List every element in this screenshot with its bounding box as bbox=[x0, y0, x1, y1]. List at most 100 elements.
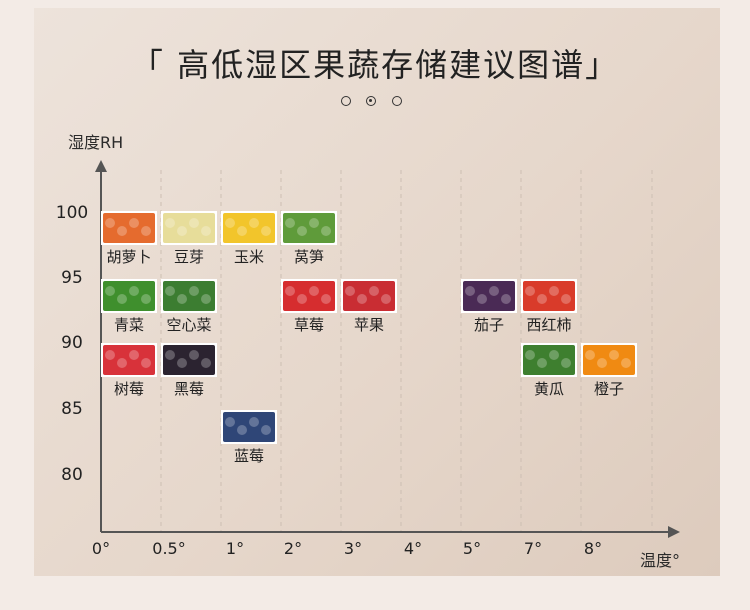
produce-tile bbox=[583, 345, 635, 375]
y-tick-label: 85 bbox=[61, 399, 83, 419]
produce-highlight bbox=[249, 417, 259, 427]
produce-highlight bbox=[177, 294, 187, 304]
produce-highlight bbox=[129, 218, 139, 228]
produce-highlight bbox=[117, 226, 127, 236]
produce-highlight bbox=[225, 218, 235, 228]
produce-highlight bbox=[261, 425, 271, 435]
produce-label: 茄子 bbox=[474, 316, 504, 334]
produce-highlight bbox=[141, 358, 151, 368]
produce-tile bbox=[523, 345, 575, 375]
produce-label: 豆芽 bbox=[174, 248, 204, 266]
produce-highlight bbox=[465, 286, 475, 296]
x-tick-label: 0.5° bbox=[152, 539, 185, 558]
produce-highlight bbox=[105, 218, 115, 228]
x-axis-arrow bbox=[668, 526, 680, 538]
produce-highlight bbox=[297, 226, 307, 236]
produce-highlight bbox=[321, 294, 331, 304]
produce-highlight bbox=[249, 218, 259, 228]
x-tick-label: 0° bbox=[92, 539, 110, 558]
x-tick-label: 1° bbox=[226, 539, 244, 558]
produce-highlight bbox=[609, 350, 619, 360]
pager-dot-3[interactable] bbox=[392, 96, 402, 106]
produce-highlight bbox=[165, 218, 175, 228]
y-tick-label: 80 bbox=[61, 465, 83, 485]
produce-label: 草莓 bbox=[294, 316, 324, 334]
page-title: 「 高低湿区果蔬存储建议图谱」 bbox=[130, 46, 620, 84]
produce-tile bbox=[463, 281, 515, 311]
produce-highlight bbox=[585, 350, 595, 360]
y-tick-label: 90 bbox=[61, 333, 83, 353]
produce-highlight bbox=[165, 286, 175, 296]
produce-highlight bbox=[309, 286, 319, 296]
produce-highlight bbox=[285, 218, 295, 228]
produce-highlight bbox=[201, 294, 211, 304]
produce-highlight bbox=[237, 226, 247, 236]
x-tick-label: 2° bbox=[284, 539, 302, 558]
produce-highlight bbox=[237, 425, 247, 435]
produce-label: 蓝莓 bbox=[234, 447, 264, 465]
x-tick-label: 7° bbox=[524, 539, 542, 558]
produce-highlight bbox=[129, 350, 139, 360]
produce-highlight bbox=[621, 358, 631, 368]
produce-tile bbox=[163, 281, 215, 311]
produce-tile bbox=[223, 412, 275, 442]
produce-highlight bbox=[357, 294, 367, 304]
produce-highlight bbox=[141, 226, 151, 236]
x-tick-label: 5° bbox=[463, 539, 481, 558]
produce-highlight bbox=[477, 294, 487, 304]
produce-label: 青菜 bbox=[114, 316, 144, 334]
y-axis-title: 湿度RH bbox=[68, 133, 124, 152]
produce-label: 橙子 bbox=[594, 380, 624, 398]
produce-highlight bbox=[537, 358, 547, 368]
produce-highlight bbox=[141, 294, 151, 304]
produce-highlight bbox=[261, 226, 271, 236]
produce-label: 莴笋 bbox=[294, 248, 324, 266]
produce-tile bbox=[343, 281, 395, 311]
produce-highlight bbox=[369, 286, 379, 296]
produce-highlight bbox=[525, 350, 535, 360]
produce-highlight bbox=[189, 286, 199, 296]
x-tick-label: 4° bbox=[404, 539, 422, 558]
produce-highlight bbox=[177, 358, 187, 368]
produce-highlight bbox=[501, 294, 511, 304]
produce-label: 空心菜 bbox=[166, 316, 211, 334]
produce-highlight bbox=[537, 294, 547, 304]
produce-tile bbox=[223, 213, 275, 243]
produce-highlight bbox=[285, 286, 295, 296]
produce-highlight bbox=[489, 286, 499, 296]
produce-tile bbox=[103, 345, 155, 375]
produce-label: 黑莓 bbox=[174, 380, 204, 398]
produce-tile bbox=[163, 345, 215, 375]
produce-tile bbox=[283, 281, 335, 311]
produce-highlight bbox=[597, 358, 607, 368]
produce-highlight bbox=[117, 358, 127, 368]
produce-highlight bbox=[225, 417, 235, 427]
pager-dot-1[interactable] bbox=[341, 96, 351, 106]
produce-highlight bbox=[561, 358, 571, 368]
produce-highlight bbox=[561, 294, 571, 304]
produce-highlight bbox=[309, 218, 319, 228]
produce-highlight bbox=[321, 226, 331, 236]
produce-highlight bbox=[201, 358, 211, 368]
produce-highlight bbox=[129, 286, 139, 296]
produce-label: 苹果 bbox=[354, 316, 384, 334]
produce-tile bbox=[103, 213, 155, 243]
produce-label: 黄瓜 bbox=[534, 380, 564, 398]
produce-tile bbox=[523, 281, 575, 311]
x-tick-label: 3° bbox=[344, 539, 362, 558]
produce-label: 玉米 bbox=[234, 248, 264, 266]
produce-tile bbox=[283, 213, 335, 243]
produce-highlight bbox=[297, 294, 307, 304]
produce-highlight bbox=[189, 350, 199, 360]
produce-tile bbox=[103, 281, 155, 311]
produce-highlight bbox=[345, 286, 355, 296]
y-tick-label: 95 bbox=[61, 268, 83, 288]
carousel-pager bbox=[339, 96, 419, 110]
pager-dot-2[interactable] bbox=[366, 96, 376, 106]
produce-highlight bbox=[525, 286, 535, 296]
produce-highlight bbox=[381, 294, 391, 304]
produce-highlight bbox=[189, 218, 199, 228]
produce-highlight bbox=[549, 286, 559, 296]
produce-highlight bbox=[117, 294, 127, 304]
